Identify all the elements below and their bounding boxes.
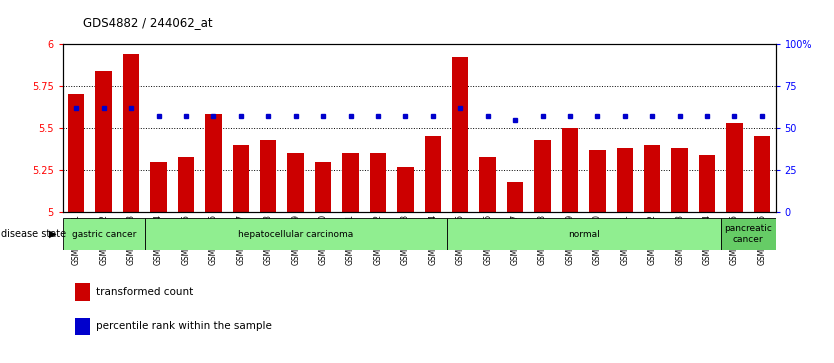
Bar — [150, 162, 167, 212]
Bar — [288, 153, 304, 212]
Bar — [369, 153, 386, 212]
Bar — [342, 153, 359, 212]
Bar — [452, 57, 469, 212]
Bar — [644, 145, 661, 212]
Text: hepatocellular carcinoma: hepatocellular carcinoma — [238, 230, 354, 238]
Text: transformed count: transformed count — [96, 287, 193, 297]
Text: percentile rank within the sample: percentile rank within the sample — [96, 321, 272, 331]
Text: disease state: disease state — [1, 229, 66, 239]
Bar — [233, 145, 249, 212]
Text: gastric cancer: gastric cancer — [72, 230, 136, 238]
Bar — [145, 218, 446, 250]
Bar — [178, 157, 194, 212]
Bar — [63, 218, 145, 250]
Bar — [123, 54, 139, 212]
Text: ▶: ▶ — [49, 229, 57, 239]
Bar — [616, 148, 633, 212]
Text: pancreatic
cancer: pancreatic cancer — [724, 224, 772, 244]
Bar — [260, 140, 276, 212]
Bar — [68, 94, 84, 212]
Bar — [95, 70, 112, 212]
Bar — [562, 128, 578, 212]
Bar — [589, 150, 605, 212]
Bar — [397, 167, 414, 212]
Text: normal: normal — [568, 230, 600, 238]
Bar — [446, 218, 721, 250]
Bar — [425, 136, 441, 212]
Bar — [754, 136, 770, 212]
Bar — [671, 148, 688, 212]
Bar — [480, 157, 496, 212]
Bar — [699, 155, 716, 212]
Bar — [507, 182, 523, 212]
Bar — [535, 140, 550, 212]
Bar — [205, 114, 222, 212]
Bar — [726, 123, 743, 212]
Text: GDS4882 / 244062_at: GDS4882 / 244062_at — [83, 16, 213, 29]
Bar — [315, 162, 331, 212]
Bar — [721, 218, 776, 250]
